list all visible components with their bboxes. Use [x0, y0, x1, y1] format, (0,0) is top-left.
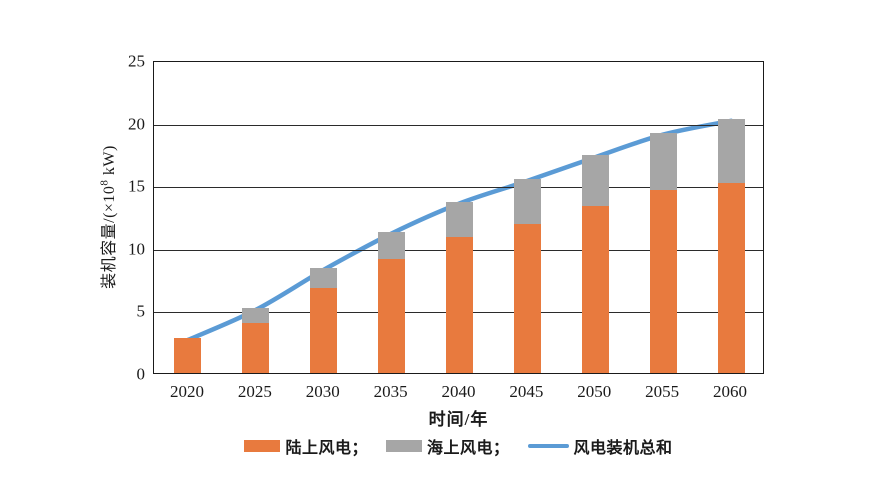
legend-label-1: 海上风电； — [426, 440, 510, 457]
x-tick-label-2035: 2035 — [373, 382, 408, 401]
y-tick-label-20: 20 — [128, 114, 145, 134]
x-tick-label-2025: 2025 — [237, 382, 272, 401]
plot-area — [153, 61, 764, 374]
bar-onshore-2035 — [378, 259, 406, 373]
bar-onshore-2055 — [649, 190, 677, 373]
legend-swatch-rect-1 — [385, 440, 422, 452]
y-tick-label-5: 5 — [136, 301, 146, 321]
bar-offshore-2060 — [717, 118, 745, 183]
legend-swatch-rect-0 — [244, 440, 281, 452]
gridline-15 — [154, 187, 763, 189]
y-axis-title: 装机容量/(×108 kW) — [95, 145, 119, 289]
bar-onshore-2025 — [242, 322, 270, 373]
x-tick-label-2020: 2020 — [169, 382, 204, 401]
bar-offshore-2055 — [649, 132, 677, 191]
gridline-20 — [154, 124, 763, 126]
y-axis-title-prefix: 装机容量/(×10 — [101, 185, 118, 289]
legend-label-2: 风电装机总和 — [573, 440, 673, 457]
x-tick-label-2040: 2040 — [441, 382, 476, 401]
x-tick-label-2045: 2045 — [509, 382, 544, 401]
bar-offshore-2035 — [378, 231, 406, 260]
y-tick-label-15: 15 — [128, 176, 145, 196]
bar-onshore-2050 — [581, 206, 609, 373]
bar-onshore-2045 — [513, 224, 541, 373]
bar-offshore-2025 — [242, 307, 270, 323]
y-tick-label-10: 10 — [128, 239, 145, 259]
y-tick-label-0: 0 — [136, 364, 146, 384]
bar-onshore-2060 — [717, 182, 745, 373]
legend-item-0: 陆上风电； — [244, 434, 368, 458]
y-axis-title-suffix: kW) — [101, 145, 118, 180]
x-axis-title: 时间/年 — [428, 410, 489, 429]
bar-offshore-2045 — [513, 178, 541, 225]
bar-onshore-2040 — [446, 236, 473, 373]
legend-swatch-line-2 — [527, 443, 569, 449]
legend-item-1: 海上风电； — [385, 434, 510, 458]
legend: 陆上风电； 海上风电； 风电装机总和 — [153, 434, 764, 458]
y-tick-label-25: 25 — [128, 51, 145, 71]
x-tick-label-2060: 2060 — [713, 382, 748, 401]
x-tick-label-2030: 2030 — [305, 382, 340, 401]
bar-onshore-2030 — [310, 287, 338, 373]
bar-offshore-2040 — [446, 201, 473, 237]
bar-offshore-2050 — [581, 155, 609, 207]
bar-offshore-2030 — [310, 267, 338, 288]
x-tick-label-2050: 2050 — [577, 382, 612, 401]
x-tick-label-2055: 2055 — [645, 382, 680, 401]
legend-item-2: 风电装机总和 — [527, 434, 673, 458]
legend-label-0: 陆上风电； — [285, 440, 368, 457]
bar-onshore-2020 — [174, 337, 202, 373]
